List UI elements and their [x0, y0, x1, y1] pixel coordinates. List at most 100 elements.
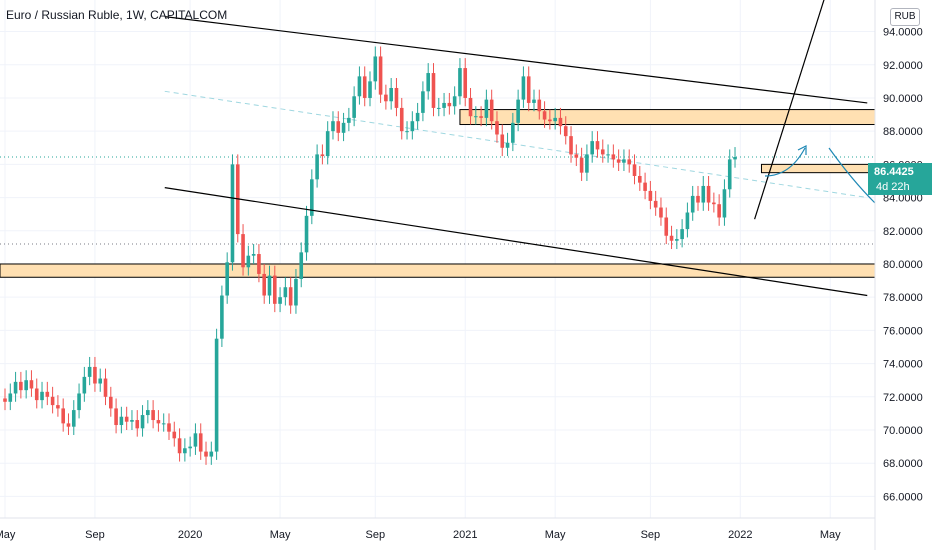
currency-badge[interactable]: RUB [890, 8, 920, 26]
candle-body [98, 378, 103, 384]
candle-body [479, 116, 483, 118]
candle-body [500, 134, 505, 148]
candle-body [706, 185, 711, 203]
candle-body [622, 159, 626, 163]
candle-body [66, 423, 71, 427]
candle-body [61, 408, 65, 424]
candle-body [442, 102, 446, 108]
candle-body [399, 107, 404, 132]
candle-body [87, 366, 92, 377]
candle-body [40, 391, 44, 401]
candle-body [109, 396, 113, 409]
candle-body [93, 366, 97, 384]
time-tick-label: May [545, 529, 566, 541]
candle-body [241, 234, 245, 268]
candle-body [389, 87, 393, 102]
candle-body [526, 76, 531, 103]
price-tick-label: 66.0000 [883, 491, 923, 503]
projection-arrow-down [828, 147, 876, 204]
candle-body [410, 121, 415, 132]
price-tick-label: 74.0000 [883, 359, 923, 371]
candle-body [34, 388, 39, 401]
candle-body [71, 410, 76, 427]
candle-body [579, 157, 584, 173]
candle-body [19, 381, 23, 391]
candle-body [468, 97, 473, 117]
candle-body [3, 398, 7, 402]
price-tick-label: 94.0000 [883, 27, 923, 39]
candle-body [82, 376, 87, 394]
candle-body [553, 117, 557, 122]
candle-body [8, 393, 13, 402]
price-tick-label: 76.0000 [883, 325, 923, 337]
candle-body [394, 87, 399, 108]
last-price-value: 86.4425 [874, 166, 914, 178]
candle-body [146, 410, 150, 416]
candle-body [304, 215, 309, 253]
candle-body [257, 254, 261, 274]
candle-body [320, 154, 325, 157]
candle-body [50, 396, 55, 406]
candle-body [463, 68, 468, 98]
candle-body [347, 117, 351, 123]
candle-body [278, 297, 282, 304]
candle-body [542, 111, 547, 120]
candle-body [341, 122, 346, 133]
candle-body [664, 217, 669, 236]
candle-body [384, 94, 388, 102]
candle-body [135, 420, 140, 429]
candle-body [643, 182, 647, 191]
candle-body [484, 99, 489, 118]
candle-body [325, 131, 330, 157]
candle-body [426, 73, 430, 92]
chart-title: Euro / Russian Ruble, 1W, CAPITALCOM [6, 8, 228, 22]
candle-body [653, 200, 658, 208]
time-tick-label: May [270, 529, 291, 541]
candle-body [362, 76, 367, 98]
candle-body [24, 380, 28, 391]
candle-body [45, 391, 50, 397]
candle-body [458, 68, 462, 97]
support-resistance-zone [459, 109, 876, 126]
projection-arrow-up [764, 147, 806, 177]
candle-body [56, 405, 60, 409]
candle-body [114, 408, 118, 426]
price-tick-label: 72.0000 [883, 392, 923, 404]
candle-body [521, 76, 526, 100]
price-tick-label: 70.0000 [883, 425, 923, 437]
candle-body [246, 255, 251, 268]
trend-line [164, 16, 868, 104]
candle-body [495, 121, 499, 135]
candle-body [331, 121, 335, 132]
candle-body [680, 229, 684, 240]
candle-body [188, 446, 192, 449]
candle-body [124, 416, 129, 422]
candle-body [29, 380, 34, 389]
candle-body [537, 99, 542, 112]
candle-body [209, 451, 214, 457]
candle-body [251, 254, 256, 256]
candle-body [294, 278, 298, 306]
candle-body [368, 81, 372, 98]
candle-body [696, 195, 700, 203]
candle-body [172, 431, 177, 439]
candle-body [421, 91, 425, 113]
candle-body [632, 164, 637, 176]
price-tick-label: 84.0000 [883, 193, 923, 205]
candle-body [627, 159, 632, 165]
candle-body [315, 154, 319, 180]
candle-body [151, 410, 155, 421]
candle-body [590, 141, 594, 155]
price-tick-label: 92.0000 [883, 60, 923, 72]
candle-body [548, 119, 552, 122]
price-tick-label: 80.0000 [883, 259, 923, 271]
candle-body [690, 195, 695, 213]
candle-body [727, 159, 732, 190]
candle-body [230, 164, 235, 263]
candle-body [638, 175, 642, 183]
candle-body [489, 99, 494, 122]
candle-body [447, 102, 452, 107]
candle-body [262, 273, 267, 296]
